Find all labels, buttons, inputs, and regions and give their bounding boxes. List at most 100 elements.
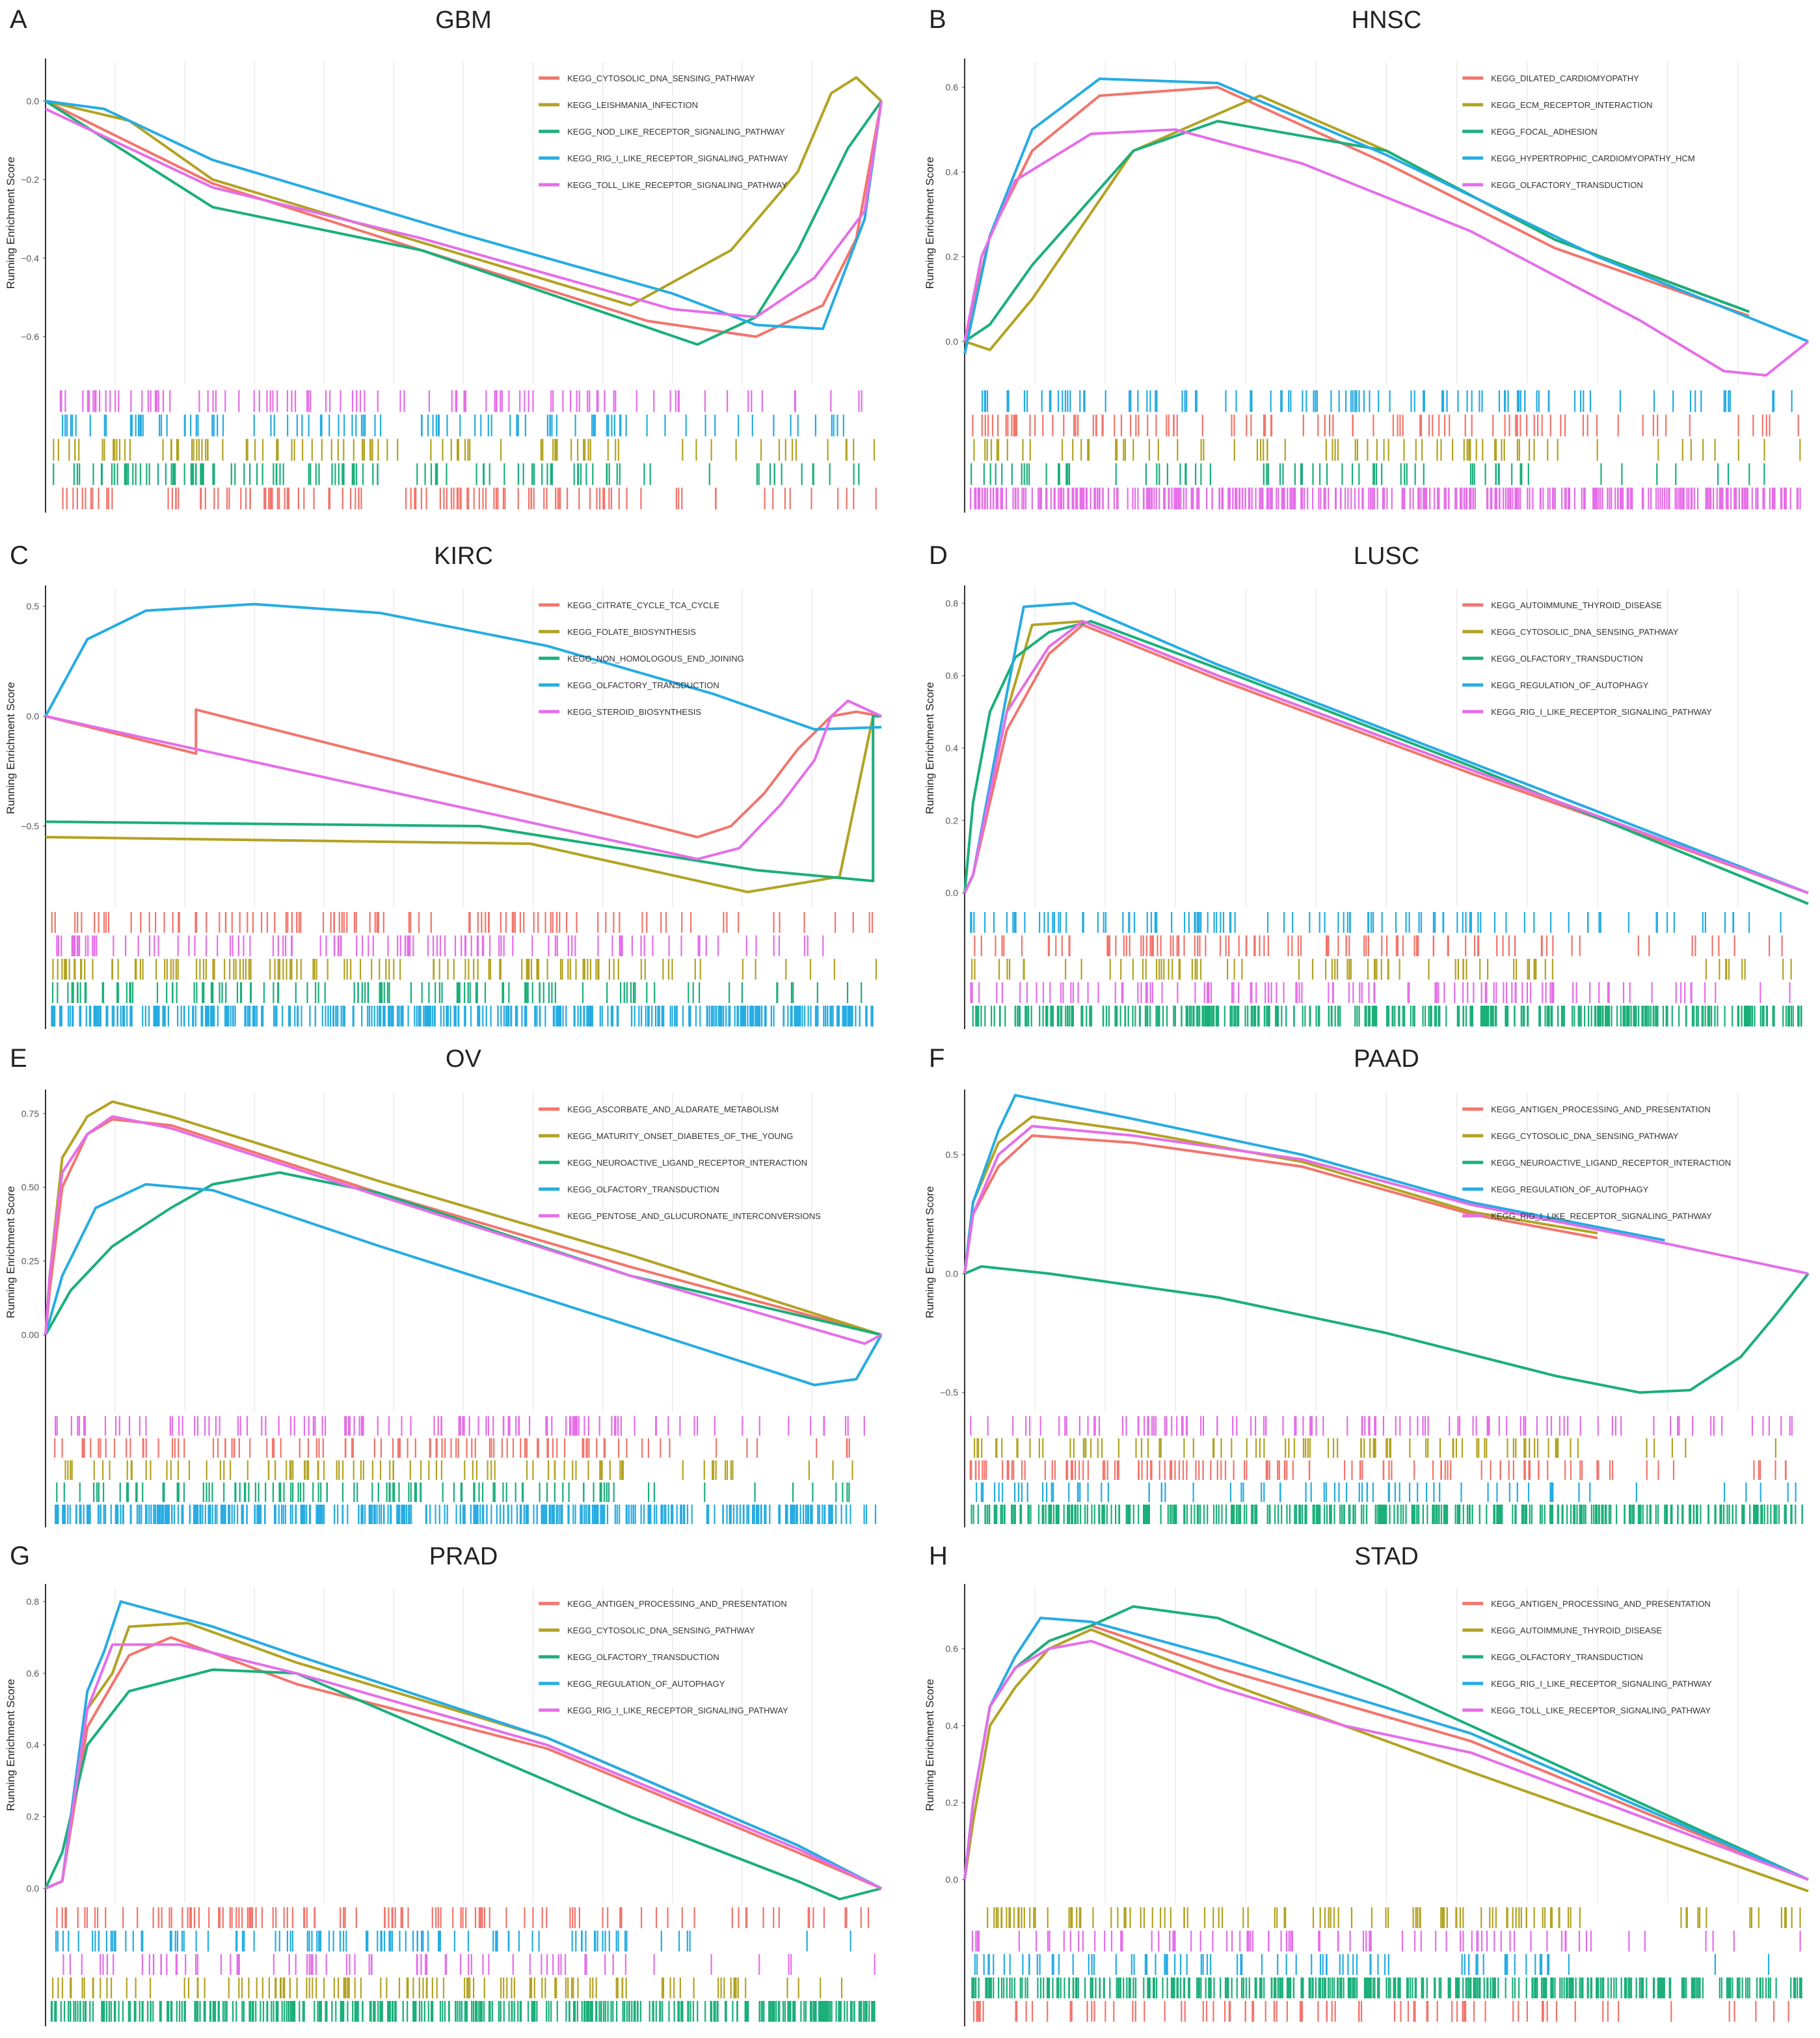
rug-band-magenta xyxy=(55,1416,865,1436)
y-tick-label: 0.2 xyxy=(946,815,959,825)
panel-letter: C xyxy=(10,541,29,570)
panel-letter: A xyxy=(10,5,27,34)
y-tick-label: 0.2 xyxy=(946,1797,959,1808)
rug-band-red xyxy=(56,1907,870,1928)
legend-label: KEGG_OLFACTORY_TRANSDUCTION xyxy=(567,1652,719,1662)
y-tick-label: 0.0 xyxy=(946,888,959,898)
panel-g-prad: G PRAD 0.8 0.6 0.4 0.2 0.0 Running Enrichment S… xyxy=(5,1542,882,2026)
y-tick-label: −0.4 xyxy=(21,253,39,263)
panel-letter: B xyxy=(929,5,946,34)
series-line-kegg-olfactory-transduction xyxy=(963,128,1810,377)
panel-title: PRAD xyxy=(429,1543,498,1570)
y-tick-label: 0.75 xyxy=(21,1108,39,1119)
series-line-kegg-non-homologous-end-joining xyxy=(45,715,881,883)
legend-label: KEGG_RIG_I_LIKE_RECEPTOR_SIGNALING_PATHW… xyxy=(567,154,788,163)
rug-band-magenta xyxy=(970,487,1801,509)
rug-band-green xyxy=(970,463,1765,485)
rug-band-olive xyxy=(974,1438,1776,1458)
legend-label: KEGG_DILATED_CARDIOMYOPATHY xyxy=(1491,74,1639,83)
legend-label: KEGG_CYTOSOLIC_DNA_SENSING_PATHWAY xyxy=(567,74,755,83)
panel-h-stad: H STAD 0.6 0.4 0.2 0.0 Running Enrichment Scor… xyxy=(924,1542,1809,2026)
rug-band-green xyxy=(56,1482,850,1502)
legend-label: KEGG_TOLL_LIKE_RECEPTOR_SIGNALING_PATHWA… xyxy=(1491,1706,1711,1715)
rug-band-magenta xyxy=(970,982,1791,1003)
series-line-kegg-olfactory-transduction xyxy=(963,620,1809,905)
y-tick-label: 0.00 xyxy=(21,1330,39,1340)
y-tick-label: 0.2 xyxy=(946,252,959,262)
legend-label: KEGG_FOCAL_ADHESION xyxy=(1491,127,1597,137)
y-tick-label: 0.25 xyxy=(21,1256,39,1267)
rug-band-green xyxy=(50,2001,876,2022)
y-tick-label: −0.5 xyxy=(940,1388,958,1398)
legend-label: KEGG_AUTOIMMUNE_THYROID_DISEASE xyxy=(1491,1626,1662,1635)
rug-band-green xyxy=(51,982,863,1003)
y-axis-label: Running Enrichment Score xyxy=(924,157,936,289)
series-line-kegg-toll-like-receptor-signaling-pathway xyxy=(963,1639,1809,1881)
panel-letter: E xyxy=(10,1044,27,1073)
legend-label: KEGG_ANTIGEN_PROCESSING_AND_PRESENTATION xyxy=(1491,1105,1711,1114)
y-tick-label: 0.0 xyxy=(946,1268,959,1279)
legend-label: KEGG_NEUROACTIVE_LIGAND_RECEPTOR_INTERAC… xyxy=(1491,1158,1731,1168)
y-tick-label: 0.2 xyxy=(27,1812,40,1822)
legend-label: KEGG_ANTIGEN_PROCESSING_AND_PRESENTATION xyxy=(1491,1599,1711,1609)
panel-letter: F xyxy=(929,1044,944,1073)
series-line-kegg-steroid-biosynthesis xyxy=(45,699,882,861)
series-line-kegg-rig-i-like-receptor-signaling-pathway xyxy=(45,1643,882,1890)
legend-label: KEGG_CYTOSOLIC_DNA_SENSING_PATHWAY xyxy=(1491,1131,1679,1141)
legend-label: KEGG_CITRATE_CYCLE_TCA_CYCLE xyxy=(567,600,719,610)
rug-band-blue xyxy=(976,1482,1797,1502)
rug-band-magenta xyxy=(970,1416,1793,1436)
rug-band-blue xyxy=(982,390,1793,412)
series-line-kegg-dilated-cardiomyopathy xyxy=(963,86,1750,342)
y-tick-label: 0.0 xyxy=(27,711,40,721)
y-tick-label: 0.6 xyxy=(946,671,959,681)
legend-label: KEGG_RIG_I_LIKE_RECEPTOR_SIGNALING_PATHW… xyxy=(567,1706,788,1715)
panel-a-gbm: A GBM 0.0 −0.2 −0.4 −0.6 Running Enrichment Sc… xyxy=(5,5,883,513)
legend-label: KEGG_RIG_I_LIKE_RECEPTOR_SIGNALING_PATHW… xyxy=(1491,1211,1712,1221)
y-tick-label: 0.0 xyxy=(946,1875,959,1885)
legend-label: KEGG_FOLATE_BIOSYNTHESIS xyxy=(567,627,696,637)
legend-label: KEGG_MATURITY_ONSET_DIABETES_OF_THE_YOUN… xyxy=(567,1131,793,1141)
panel-b-hnsc: B HNSC 0.0 0.2 0.4 0.6 Running Enrichment Scor… xyxy=(924,5,1810,513)
panel-c-kirc: C KIRC 0.5 0.0 −0.5 Running Enrichment Score K… xyxy=(5,541,882,1029)
rug-band-blue xyxy=(970,912,1782,933)
panel-e-ov: E OV 0.75 0.50 0.25 0.00 Running Enrichment Sc… xyxy=(5,1044,883,1527)
series-line-kegg-rig-i-like-receptor-signaling-pathway xyxy=(45,100,883,330)
rug-band-red xyxy=(969,1460,1787,1480)
legend-label: KEGG_OLFACTORY_TRANSDUCTION xyxy=(1491,654,1643,664)
legend-label: KEGG_REGULATION_OF_AUTOPHAGY xyxy=(1491,680,1649,690)
series-line-kegg-ecm-receptor-interaction xyxy=(964,94,1750,351)
series-line-kegg-toll-like-receptor-signaling-pathway xyxy=(45,101,883,319)
y-tick-label: −0.6 xyxy=(21,332,39,342)
legend-label: KEGG_RIG_I_LIKE_RECEPTOR_SIGNALING_PATHW… xyxy=(1491,1679,1712,1689)
panel-title: KIRC xyxy=(434,543,493,570)
rug-band-blue xyxy=(55,1505,877,1524)
panel-title: GBM xyxy=(435,7,492,34)
y-tick-label: 0.8 xyxy=(27,1596,40,1607)
y-tick-label: 0.5 xyxy=(27,601,40,611)
y-tick-label: 0.4 xyxy=(946,1721,959,1731)
rug-band-magenta xyxy=(62,1954,876,1975)
y-axis-label: Running Enrichment Score xyxy=(924,1679,936,1811)
rug-band-red xyxy=(974,935,1783,956)
rug-band-green xyxy=(971,1978,1802,1998)
y-axis-label: Running Enrichment Score xyxy=(5,1186,17,1318)
panel-letter: D xyxy=(929,541,948,570)
panel-letter: H xyxy=(929,1542,948,1570)
legend-label: KEGG_TOLL_LIKE_RECEPTOR_SIGNALING_PATHWA… xyxy=(567,180,787,190)
legend-label: KEGG_LEISHMANIA_INFECTION xyxy=(567,100,698,110)
legend-label: KEGG_NEUROACTIVE_LIGAND_RECEPTOR_INTERAC… xyxy=(567,1158,807,1168)
series-line-kegg-pentose-and-glucuronate-interconversions xyxy=(44,1115,882,1345)
y-tick-label: 0.6 xyxy=(946,1644,959,1654)
series-line-kegg-focal-adhesion xyxy=(963,120,1750,343)
y-axis-label: Running Enrichment Score xyxy=(5,682,17,814)
panel-title: OV xyxy=(446,1045,482,1073)
rug-band-blue xyxy=(55,1931,851,1951)
series-line-kegg-regulation-of-autophagy xyxy=(963,1093,1665,1274)
legend-label: KEGG_ANTIGEN_PROCESSING_AND_PRESENTATION xyxy=(567,1599,787,1609)
rug-band-olive xyxy=(971,959,1792,980)
rug-band-olive xyxy=(64,1460,853,1480)
rug-band-magenta xyxy=(971,1931,1801,1951)
legend-label: KEGG_NON_HOMOLOGOUS_END_JOINING xyxy=(567,654,744,664)
